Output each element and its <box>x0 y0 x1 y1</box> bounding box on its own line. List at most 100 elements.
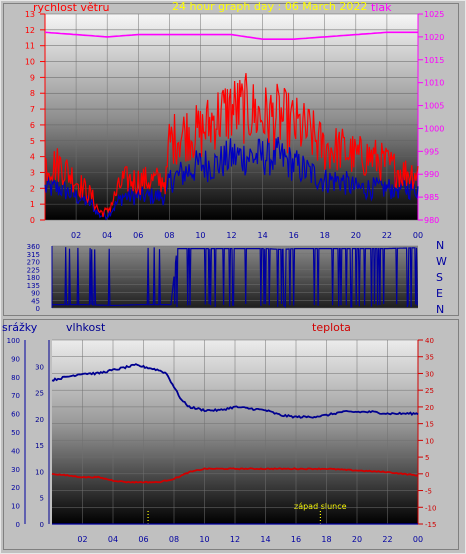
hour-tick-label: 16 <box>289 231 299 240</box>
precip-tick-label: 10 <box>11 503 20 511</box>
hour-tick-label: 10 <box>199 535 209 544</box>
pressure-tick-label: 985 <box>424 193 439 202</box>
temperature-tick-label: 30 <box>425 370 434 378</box>
humidity-tick-label: 5 <box>40 495 44 503</box>
humidity-tick-label: 25 <box>35 390 44 398</box>
temperature-tick-label: 40 <box>425 337 434 345</box>
hour-tick-label: 22 <box>382 535 392 544</box>
hour-tick-label: 08 <box>164 231 174 240</box>
hour-tick-label: 14 <box>257 231 267 240</box>
compass-n-top: N <box>436 239 444 252</box>
hour-tick-label: 04 <box>102 231 112 240</box>
hour-tick-label: 02 <box>71 231 81 240</box>
sunset-label: západ slunce <box>294 502 347 511</box>
precip-axis-title: srážky <box>2 321 38 334</box>
hour-tick-label: 18 <box>320 231 330 240</box>
hour-tick-label: 22 <box>382 231 392 240</box>
precip-tick-label: 100 <box>7 337 20 345</box>
hour-tick-label: 04 <box>108 535 118 544</box>
pressure-tick-label: 995 <box>424 147 439 156</box>
temperature-series-line <box>51 467 419 484</box>
compass-s: S <box>436 271 443 284</box>
direction-tick-label: 0 <box>36 305 40 313</box>
chart-title: 24 hour graph day : 06 March 2022 <box>172 0 367 13</box>
hour-tick-label: 02 <box>77 535 87 544</box>
direction-tick-label: 315 <box>27 251 40 259</box>
hour-tick-label: 20 <box>351 231 361 240</box>
hour-tick-label: 10 <box>195 231 205 240</box>
wind-axis-title: rychlost větru <box>33 1 109 14</box>
wind-average-series-line <box>44 135 419 221</box>
hour-tick-label: 18 <box>321 535 331 544</box>
hour-tick-label: 06 <box>133 231 143 240</box>
wind-tick-label: 12 <box>25 26 35 35</box>
direction-tick-label: 360 <box>27 243 40 251</box>
pressure-tick-label: 1005 <box>424 102 444 111</box>
wind-tick-label: 3 <box>30 168 35 177</box>
pressure-tick-label: 1020 <box>424 33 444 42</box>
hour-tick-label: 06 <box>138 535 148 544</box>
axis-layer: 0123456789101112139809859909951000100510… <box>7 10 445 544</box>
temperature-tick-label: 10 <box>425 437 434 445</box>
precip-tick-label: 70 <box>11 392 20 400</box>
temperature-tick-label: 5 <box>425 454 429 462</box>
pressure-series-line <box>44 31 418 41</box>
compass-e: E <box>436 287 443 300</box>
humidity-tick-label: 10 <box>35 468 44 476</box>
temperature-tick-label: -10 <box>425 504 436 512</box>
humidity-series-line <box>51 363 419 419</box>
hour-tick-label: 20 <box>352 535 362 544</box>
series-layer <box>44 31 419 525</box>
pressure-tick-label: 990 <box>424 170 439 179</box>
hour-tick-label: 12 <box>226 231 236 240</box>
temperature-tick-label: -15 <box>425 521 436 529</box>
top-frame <box>3 3 459 316</box>
humidity-tick-label: 0 <box>40 521 44 529</box>
humidity-tick-label: 15 <box>35 442 44 450</box>
temperature-tick-label: 35 <box>425 354 434 362</box>
direction-tick-label: 180 <box>27 274 40 282</box>
pressure-tick-label: 1000 <box>424 124 444 133</box>
temperature-tick-label: -5 <box>425 488 432 496</box>
wind-tick-label: 9 <box>30 73 35 82</box>
wind-tick-label: 11 <box>25 42 35 51</box>
bottom-frame <box>3 319 459 550</box>
precip-tick-label: 60 <box>11 411 20 419</box>
precip-tick-label: 40 <box>11 447 20 455</box>
precip-tick-label: 30 <box>11 466 20 474</box>
temperature-tick-label: 25 <box>425 387 434 395</box>
pressure-tick-label: 1015 <box>424 56 444 65</box>
hour-tick-label: 00 <box>413 231 423 240</box>
wind-tick-label: 8 <box>30 89 35 98</box>
wind-tick-label: 0 <box>30 216 35 225</box>
hour-tick-label: 16 <box>291 535 301 544</box>
compass-w: W <box>436 255 447 268</box>
direction-tick-label: 45 <box>31 297 40 305</box>
direction-tick-label: 90 <box>31 290 40 298</box>
wind-tick-label: 1 <box>30 200 35 209</box>
temperature-tick-label: 0 <box>425 471 429 479</box>
humidity-tick-label: 20 <box>35 416 44 424</box>
wind-tick-label: 10 <box>25 58 35 67</box>
hour-tick-label: 12 <box>230 535 240 544</box>
wind-tick-label: 6 <box>30 121 35 130</box>
temperature-tick-label: 15 <box>425 421 434 429</box>
pressure-tick-label: 1025 <box>424 10 444 19</box>
wind-tick-label: 13 <box>25 10 35 19</box>
wind-direction-series-line <box>52 247 418 309</box>
hour-tick-label: 14 <box>260 535 270 544</box>
precip-tick-label: 80 <box>11 374 20 382</box>
direction-tick-label: 270 <box>27 259 40 267</box>
pressure-tick-label: 980 <box>424 216 439 225</box>
precip-tick-label: 90 <box>11 355 20 363</box>
wind-tick-label: 2 <box>30 184 35 193</box>
wind-gust-series-line <box>44 73 419 218</box>
compass-n-bottom: N <box>436 303 444 316</box>
direction-tick-label: 225 <box>27 266 40 274</box>
pressure-tick-label: 1010 <box>424 79 444 88</box>
precip-tick-label: 50 <box>11 429 20 437</box>
wind-tick-label: 4 <box>30 153 35 162</box>
precip-tick-label: 20 <box>11 484 20 492</box>
pressure-axis-title: tlak <box>371 1 392 14</box>
